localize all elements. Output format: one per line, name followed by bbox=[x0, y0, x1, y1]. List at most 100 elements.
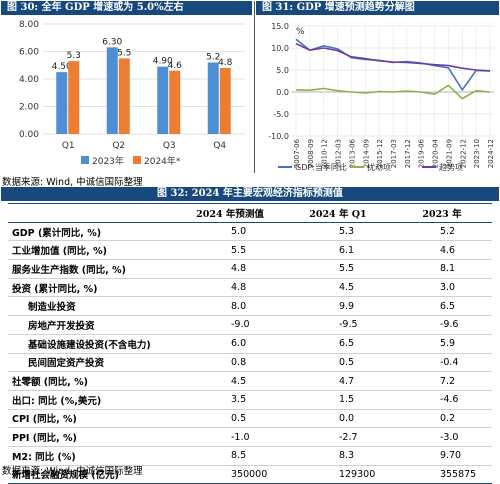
cell-forecast: 8.0 bbox=[176, 296, 284, 317]
legend-label: GDP:当季同比 bbox=[295, 162, 347, 172]
cell-q1: 6.5 bbox=[283, 334, 392, 354]
bar bbox=[68, 61, 80, 134]
data-label: 4.8 bbox=[218, 58, 233, 68]
table-body: GDP (累计同比, %) 5.0 5.3 5.2 工业增加值 (同比, %) 5.5 6.… bbox=[8, 222, 492, 484]
row-label: 民间固定资产投资 bbox=[8, 353, 176, 373]
cell-2023: -4.6 bbox=[391, 390, 492, 410]
bar bbox=[106, 47, 118, 134]
cell-2023: 4.6 bbox=[391, 240, 492, 261]
table-row: 出口: 同比 (%,美元) 3.5 1.5 -4.6 bbox=[8, 390, 492, 410]
y-tick-label: 5.0 bbox=[276, 66, 289, 75]
cell-forecast: 3.5 bbox=[176, 390, 284, 410]
source-note-bottom: 数据来源: Wind, 中诚信国际整理 bbox=[2, 466, 143, 477]
legend-label: 2024年* bbox=[144, 155, 181, 167]
table-row: 工业增加值 (同比, %) 5.5 6.1 4.6 bbox=[8, 240, 492, 261]
cell-2023: 3.0 bbox=[391, 278, 492, 298]
cell-2023: 9.70 bbox=[391, 446, 492, 466]
col-header-label bbox=[8, 203, 176, 223]
cell-forecast: 0.5 bbox=[176, 409, 284, 429]
legend-label: 2023年 bbox=[92, 155, 124, 167]
col-header-2023: 2023 年 bbox=[391, 203, 492, 223]
x-tick-label: 2007-06 bbox=[293, 138, 301, 168]
cell-2023: 5.9 bbox=[391, 334, 492, 354]
cell-q1: 9.9 bbox=[283, 296, 392, 317]
table-row: PPI (同比, %) -1.0 -2.7 -3.0 bbox=[8, 427, 492, 447]
cell-forecast: -9.0 bbox=[176, 315, 284, 335]
cell-q1: 4.7 bbox=[283, 371, 392, 391]
cell-2023: 5.2 bbox=[391, 222, 492, 242]
row-label: 社零额 (同比, %) bbox=[8, 371, 176, 391]
x-tick-label: Q2 bbox=[112, 141, 125, 151]
cell-forecast: 8.5 bbox=[176, 446, 284, 466]
y-tick-label: -10.0 bbox=[268, 132, 289, 141]
y-tick-label: -5.0 bbox=[273, 110, 289, 119]
y-tick-label: 15.0 bbox=[271, 22, 289, 31]
fig32-header: 图 32: 2024 年主要宏观经济指标预测值 bbox=[1, 187, 499, 201]
legend-label: 趋势项 bbox=[439, 162, 463, 172]
cell-2023: 0.2 bbox=[391, 409, 492, 429]
cell-q1: 0.5 bbox=[283, 353, 392, 373]
row-label: PPI (同比, %) bbox=[8, 427, 176, 447]
data-label: 4.50 bbox=[52, 62, 72, 72]
cell-forecast: 0.8 bbox=[176, 353, 284, 373]
cell-q1: 5.3 bbox=[283, 222, 392, 242]
row-label: CPI (同比, %) bbox=[8, 409, 176, 429]
cell-forecast: 4.8 bbox=[176, 259, 284, 279]
data-label: 5.3 bbox=[67, 51, 81, 61]
cell-q1: 6.1 bbox=[283, 240, 392, 261]
table-row: 社零额 (同比, %) 4.5 4.7 7.2 bbox=[8, 371, 492, 391]
legend-swatch bbox=[133, 156, 141, 164]
fig31-title: 图 31: GDP 增速预测趋势分解图 bbox=[262, 2, 415, 13]
source-note-top: 数据来源: Wind, 中诚信国际整理 bbox=[2, 177, 143, 188]
table-row: M2: 同比 (%) 8.5 8.3 9.70 bbox=[8, 446, 492, 466]
row-label: 投资 (累计同比, %) bbox=[8, 278, 176, 298]
fig30-title: 图 30: 全年 GDP 增速或为 5.0%左右 bbox=[7, 2, 184, 13]
cell-forecast: 5.5 bbox=[176, 240, 284, 261]
series-line bbox=[295, 42, 491, 72]
data-label: 5.5 bbox=[117, 48, 131, 58]
data-label: 6.30 bbox=[102, 37, 122, 47]
cell-q1: 5.5 bbox=[283, 259, 392, 279]
x-tick-label: 2024-12 bbox=[487, 139, 495, 168]
bar bbox=[169, 70, 181, 134]
y-tick-label: 4.00 bbox=[19, 75, 39, 85]
cell-2023: -3.0 bbox=[391, 427, 492, 447]
y-tick-label: 0.0 bbox=[276, 88, 289, 97]
y-tick-label: 10.0 bbox=[271, 44, 289, 53]
x-tick-label: 2023-10 bbox=[473, 139, 481, 168]
cell-forecast: 6.0 bbox=[176, 334, 284, 354]
y-tick-label: 0.00 bbox=[19, 130, 39, 140]
table-row: GDP (累计同比, %) 5.0 5.3 5.2 bbox=[8, 222, 492, 242]
row-label: 制造业投资 bbox=[8, 296, 176, 317]
row-label: GDP (累计同比, %) bbox=[8, 222, 176, 242]
x-tick-label: 2008-09 bbox=[307, 139, 315, 168]
x-tick-label: 2019-06 bbox=[418, 138, 426, 168]
y-unit-label: % bbox=[296, 27, 305, 37]
legend-label: 扰动项 bbox=[367, 162, 391, 172]
cell-2023: 8.1 bbox=[391, 259, 492, 279]
cell-2023: 7.2 bbox=[391, 371, 492, 391]
data-label: 4.6 bbox=[168, 61, 183, 71]
bar bbox=[157, 66, 169, 134]
row-label: 出口: 同比 (%,美元) bbox=[8, 390, 176, 410]
gdp-trend-chart: % 15.0 10.0 5.0 0.0 -5.0 -10.0 2007-06 2008-09 20… bbox=[268, 22, 495, 172]
series-line bbox=[295, 84, 491, 100]
cell-forecast: 350000 bbox=[176, 465, 284, 484]
x-tick-label: Q4 bbox=[213, 141, 226, 151]
table-row: 服务业生产指数 (同比, %) 4.8 5.5 8.1 bbox=[8, 259, 492, 279]
gdp-bar-chart: 0.00 2.00 4.00 6.00 8.00 4.505.3 Q1 6.305.5 Q2 4.… bbox=[19, 20, 245, 167]
bar bbox=[56, 72, 68, 134]
cell-forecast: 4.8 bbox=[176, 278, 284, 298]
cell-q1: -9.5 bbox=[283, 315, 392, 335]
cell-forecast: -1.0 bbox=[176, 427, 284, 447]
cell-q1: 1.5 bbox=[283, 390, 392, 410]
table-header-row: 2024 年预测值 2024 年 Q1 2023 年 bbox=[8, 203, 492, 223]
table-row: 民间固定资产投资 0.8 0.5 -0.4 bbox=[8, 353, 492, 373]
table-row: 房地产开发投资 -9.0 -9.5 -9.6 bbox=[8, 315, 492, 335]
data-label: 4.90 bbox=[153, 57, 173, 67]
cell-q1: 8.3 bbox=[283, 446, 392, 466]
y-tick-label: 8.00 bbox=[19, 20, 39, 30]
x-tick-label: 2017-03 bbox=[390, 139, 398, 168]
y-tick-label: 6.00 bbox=[19, 48, 39, 58]
cell-q1: 129300 bbox=[283, 465, 392, 484]
